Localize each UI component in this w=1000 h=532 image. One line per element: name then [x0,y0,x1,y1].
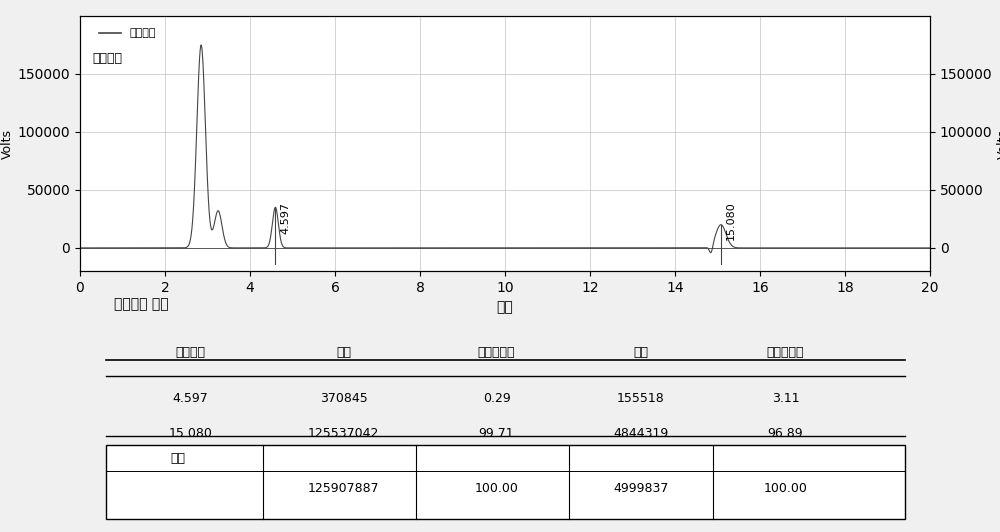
Text: 4.597: 4.597 [173,392,208,405]
Text: 15.080: 15.080 [169,427,212,440]
Text: 总计: 总计 [170,452,185,465]
Text: 4844319: 4844319 [613,427,669,440]
Text: 面积百分比: 面积百分比 [478,346,515,359]
Text: 99.71: 99.71 [479,427,514,440]
Y-axis label: Volts: Volts [0,129,13,159]
Text: 面积: 面积 [336,346,351,359]
Text: 4999837: 4999837 [613,482,669,495]
Text: 0.29: 0.29 [483,392,510,405]
Text: 峰高百分比: 峰高百分比 [767,346,804,359]
Legend: 后部信号: 后部信号 [94,24,161,43]
Text: 15.080: 15.080 [726,201,736,240]
Text: 155518: 155518 [617,392,665,405]
Text: 100.00: 100.00 [475,482,518,495]
Text: 保留时间: 保留时间 [93,52,123,65]
Text: 3.11: 3.11 [772,392,799,405]
Text: 125537042: 125537042 [308,427,379,440]
X-axis label: 分钟: 分钟 [497,301,513,314]
Text: 96.89: 96.89 [768,427,803,440]
Y-axis label: Volts: Volts [997,129,1000,159]
Text: 125907887: 125907887 [308,482,379,495]
Text: 4.597: 4.597 [280,202,290,234]
Bar [106,445,904,519]
Text: 370845: 370845 [320,392,367,405]
Text: 100.00: 100.00 [764,482,807,495]
Text: 峰高: 峰高 [634,346,648,359]
Text: 保留时间: 保留时间 [176,346,206,359]
Text: 后部信号 结果: 后部信号 结果 [114,297,169,311]
